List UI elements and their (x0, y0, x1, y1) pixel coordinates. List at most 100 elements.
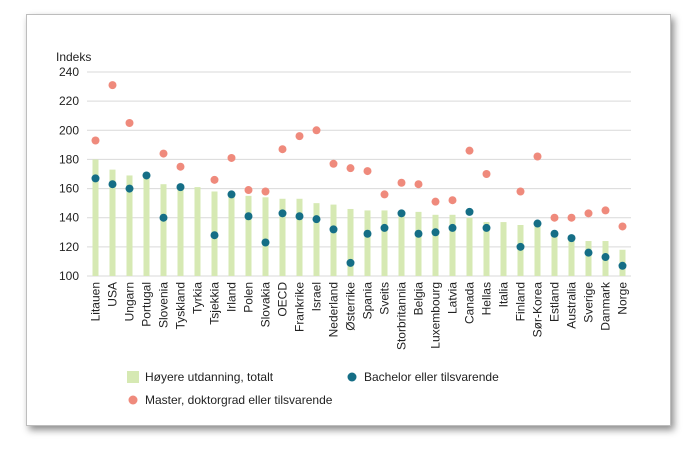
y-axis-unit-label: Indeks (56, 50, 91, 64)
x-tick-label: Belgia (412, 282, 426, 316)
x-tick-label: Italia (497, 282, 511, 308)
dot-master-doktorgrad (295, 132, 304, 141)
y-tick-label: 100 (59, 269, 79, 283)
dot-master-doktorgrad (278, 145, 287, 154)
bar-hoyere-utdanning (245, 195, 252, 276)
x-tick-label: Finland (514, 282, 528, 321)
y-tick-label: 220 (59, 94, 79, 108)
dot-master-doktorgrad (176, 162, 185, 171)
x-tick-label: Sverige (582, 282, 596, 323)
legend-label: Master, doktorgrad eller tilsvarende (145, 393, 333, 407)
dot-bachelor (448, 223, 457, 232)
x-tick-label: Latvia (446, 282, 460, 314)
x-tick-label: Østerrike (344, 282, 358, 331)
bar-hoyere-utdanning (500, 222, 507, 276)
dot-bachelor (159, 213, 168, 222)
legend: Høyere utdanning, totalt Bachelor eller t… (127, 370, 499, 407)
y-tick-label: 160 (59, 182, 79, 196)
x-tick-label: Tyrkia (191, 282, 205, 314)
dot-master-doktorgrad (567, 213, 576, 222)
dot-master-doktorgrad (550, 213, 559, 222)
y-tick-label: 240 (59, 65, 79, 79)
x-tick-label: Nederland (327, 282, 341, 337)
dot-bachelor (465, 207, 474, 216)
dot-master-doktorgrad (244, 186, 253, 195)
dot-master-doktorgrad (448, 196, 457, 205)
dot-bachelor (142, 171, 151, 180)
dot-bachelor (278, 209, 287, 218)
x-tick-label: Luxembourg (429, 282, 443, 349)
dot-master-doktorgrad (618, 222, 627, 231)
x-tick-label: Danmark (599, 281, 613, 331)
legend-swatch-bar (127, 371, 139, 383)
dot-master-doktorgrad (431, 197, 440, 206)
bar-hoyere-utdanning (313, 203, 320, 276)
y-tick-label: 120 (59, 240, 79, 254)
dot-bachelor (363, 229, 372, 238)
bar-hoyere-utdanning (92, 159, 99, 276)
x-tick-label: Slovenia (157, 282, 171, 328)
x-tick-label: Israel (310, 282, 324, 311)
dot-bachelor (91, 174, 100, 183)
bar-hoyere-utdanning (415, 211, 422, 276)
dot-bachelor (108, 180, 117, 189)
x-tick-label: Estland (548, 282, 562, 322)
x-axis-ticks: Litauen USA Ungarn Portugal Slovenia Tyskland… (89, 281, 630, 350)
legend-swatch-dot (347, 372, 357, 382)
dot-master-doktorgrad (159, 149, 168, 158)
dot-master-doktorgrad (482, 170, 491, 178)
dot-bachelor (176, 183, 185, 192)
dot-master-doktorgrad (380, 190, 389, 199)
dot-bachelor (414, 229, 423, 238)
legend-swatch-dot (128, 395, 138, 405)
dot-bachelor (380, 223, 389, 232)
dot-master-doktorgrad (533, 152, 542, 161)
chart-frame: 100 120 140 160 180 200 220 240 Litauen USA Ungar… (26, 14, 671, 426)
bar-hoyere-utdanning (449, 214, 456, 276)
x-tick-label: Norge (616, 282, 630, 315)
bar-hoyere-utdanning (364, 210, 371, 276)
dot-bachelor (295, 212, 304, 221)
bar-hoyere-utdanning (466, 217, 473, 276)
x-tick-label: Spania (361, 282, 375, 320)
x-tick-label: Litauen (89, 282, 103, 321)
bar-hoyere-utdanning (126, 175, 133, 276)
bar-hoyere-utdanning (483, 222, 490, 276)
y-tick-label: 180 (59, 152, 79, 166)
x-tick-label: OECD (276, 282, 290, 317)
dot-bachelor (533, 219, 542, 228)
bar-hoyere-utdanning (398, 211, 405, 276)
bar-hoyere-utdanning (347, 208, 354, 276)
dot-bachelor (244, 212, 253, 221)
x-tick-label: Polen (242, 282, 256, 313)
dot-master-doktorgrad (91, 136, 100, 145)
dot-bachelor (584, 248, 593, 257)
dot-master-doktorgrad (397, 178, 406, 187)
dot-master-doktorgrad (346, 164, 355, 173)
y-tick-label: 200 (59, 123, 79, 137)
dot-master-doktorgrad (227, 153, 236, 162)
bar-hoyere-utdanning (534, 226, 541, 276)
x-tick-label: USA (106, 282, 120, 307)
y-tick-label: 140 (59, 211, 79, 225)
bar-hoyere-utdanning (330, 204, 337, 276)
bar-hoyere-utdanning (568, 238, 575, 276)
bar-hoyere-utdanning (228, 192, 235, 276)
bar-hoyere-utdanning (432, 214, 439, 276)
dot-bachelor (125, 184, 134, 193)
legend-label: Høyere utdanning, totalt (145, 370, 274, 384)
dot-bachelor (431, 228, 440, 237)
y-axis-ticks: 100 120 140 160 180 200 220 240 (59, 65, 79, 283)
dot-master-doktorgrad (210, 175, 219, 184)
dot-master-doktorgrad (601, 206, 610, 215)
dot-bachelor (346, 258, 355, 267)
gridlines (87, 71, 631, 277)
dot-bachelor (601, 253, 610, 262)
dot-master-doktorgrad (465, 146, 474, 155)
bar-hoyere-utdanning (109, 169, 116, 276)
x-tick-label: Slovakia (259, 282, 273, 328)
bar-hoyere-utdanning (551, 235, 558, 276)
dot-master-doktorgrad (516, 187, 525, 196)
dot-bachelor (227, 190, 236, 199)
dot-bachelor (312, 215, 321, 224)
